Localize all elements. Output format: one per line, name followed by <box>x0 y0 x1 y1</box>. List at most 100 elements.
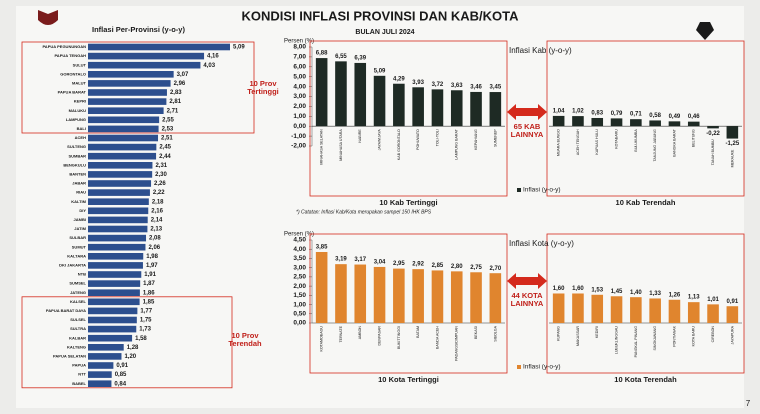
category-label: BANGKA BARAT <box>672 128 676 156</box>
value-label: 3,46 <box>470 85 482 91</box>
bar <box>315 58 328 127</box>
group-box <box>309 40 508 197</box>
bar <box>335 61 347 127</box>
value-label: 2,71 <box>167 108 179 114</box>
bar <box>88 71 174 78</box>
bar <box>88 80 171 87</box>
category-label: RIAU <box>76 190 86 195</box>
category-label: MINAHASA SELATAN <box>320 129 324 165</box>
bar <box>489 273 502 323</box>
group-label: 10 Kab Tertinggi <box>379 198 437 207</box>
value-label: 1,58 <box>135 336 147 342</box>
category-label: LUBUKLINGGAU <box>615 326 619 355</box>
category-label: ACEH TENGAH <box>576 129 580 155</box>
value-label: 1,60 <box>553 286 565 292</box>
bar <box>489 92 502 127</box>
bottom-group-box <box>21 296 233 389</box>
category-label: KAPUAS HULU <box>595 129 599 155</box>
group-box <box>546 233 745 374</box>
chart-title: Inflasi Per-Provinsi (y-o-y) <box>92 25 185 34</box>
bar <box>649 298 661 323</box>
value-label: 1,91 <box>144 272 156 278</box>
bar <box>88 271 142 278</box>
value-label: 5,09 <box>233 45 245 51</box>
value-label: 2,83 <box>170 90 182 96</box>
bar <box>88 362 114 369</box>
value-label: 3,04 <box>374 260 386 266</box>
bar <box>649 120 661 127</box>
category-label: KOTAMOBAGU <box>320 326 324 352</box>
bar <box>450 271 463 323</box>
y-tick-label: 2,00 <box>293 103 306 110</box>
logo-right <box>696 22 714 40</box>
category-label: ACEH <box>75 135 86 140</box>
bar <box>88 253 144 260</box>
category-label: PAPUA BARAT <box>58 90 87 95</box>
y-tick-label: 4,50 <box>293 237 306 244</box>
bar <box>668 121 681 127</box>
value-label: 2,18 <box>152 199 164 205</box>
category-label: MINAHASA UTARA <box>339 129 343 161</box>
value-label: 2,22 <box>153 190 165 196</box>
bar <box>88 289 140 296</box>
bar <box>88 353 122 360</box>
bar <box>88 225 148 233</box>
category-label: CIREBON <box>711 326 715 343</box>
category-label: SUMSEL <box>69 281 86 286</box>
value-label: 1,45 <box>611 289 623 295</box>
bar <box>393 268 405 323</box>
value-label: 2,96 <box>174 81 186 87</box>
category-label: MUARA BUNGO <box>557 129 561 156</box>
value-label: 0,85 <box>115 372 127 378</box>
y-tick-label: 2,00 <box>293 283 306 290</box>
category-label: AMBON <box>358 326 362 340</box>
double-arrow <box>507 273 547 289</box>
category-label: SULTRA <box>70 326 86 331</box>
value-label: 2,70 <box>490 266 502 272</box>
category-label: PAPUA TENGAH <box>54 53 86 58</box>
bar <box>88 198 149 205</box>
value-label: 2,30 <box>155 172 167 178</box>
bar <box>707 126 719 129</box>
value-label: 1,53 <box>591 287 603 293</box>
bar <box>88 143 157 151</box>
bar <box>88 98 167 105</box>
value-label: 3,93 <box>412 80 424 86</box>
value-label: 1,04 <box>553 108 565 114</box>
top-group-label: 10 Prov Tertinggi <box>247 80 279 96</box>
bar <box>572 116 584 127</box>
category-label: MALUKU <box>69 108 86 113</box>
logo <box>38 10 58 25</box>
bar <box>726 306 739 323</box>
value-label: 4,29 <box>393 76 405 82</box>
value-label: 3,45 <box>490 85 502 91</box>
value-label: 3,72 <box>432 82 444 88</box>
value-label: 1,28 <box>127 345 139 351</box>
value-label: 1,26 <box>669 292 681 298</box>
value-label: 0,91 <box>116 363 128 369</box>
group-label: 10 Kota Tertinggi <box>378 375 439 384</box>
group-box <box>309 233 508 374</box>
bar <box>630 297 642 323</box>
chart-title: Inflasi Kab (y-o-y) <box>509 46 572 55</box>
bar <box>610 118 623 127</box>
value-label: 2,31 <box>155 163 167 169</box>
category-label: SULSEL <box>70 317 86 322</box>
category-label: NABIRE <box>358 129 362 143</box>
gap-label: 44 KOTA LAINNYA <box>510 292 544 308</box>
value-label: 2,14 <box>151 217 163 223</box>
category-label: PAPUA <box>72 363 86 368</box>
value-label: 0,79 <box>611 111 623 117</box>
value-label: 1,40 <box>630 290 642 296</box>
y-tick-label: 4,00 <box>293 83 306 90</box>
bar <box>450 90 463 127</box>
bar <box>88 52 205 60</box>
bar <box>88 216 148 224</box>
category-label: SUMENEP <box>493 129 497 147</box>
bar <box>572 293 584 323</box>
category-label: JATENG <box>70 290 86 295</box>
bar <box>88 243 146 251</box>
top-group-label-box: 10 Prov Tertinggi <box>247 80 279 96</box>
y-tick-label: 3,00 <box>293 264 306 271</box>
slide-title: KONDISI INFLASI PROVINSI DAN KAB/KOTA <box>241 8 519 23</box>
